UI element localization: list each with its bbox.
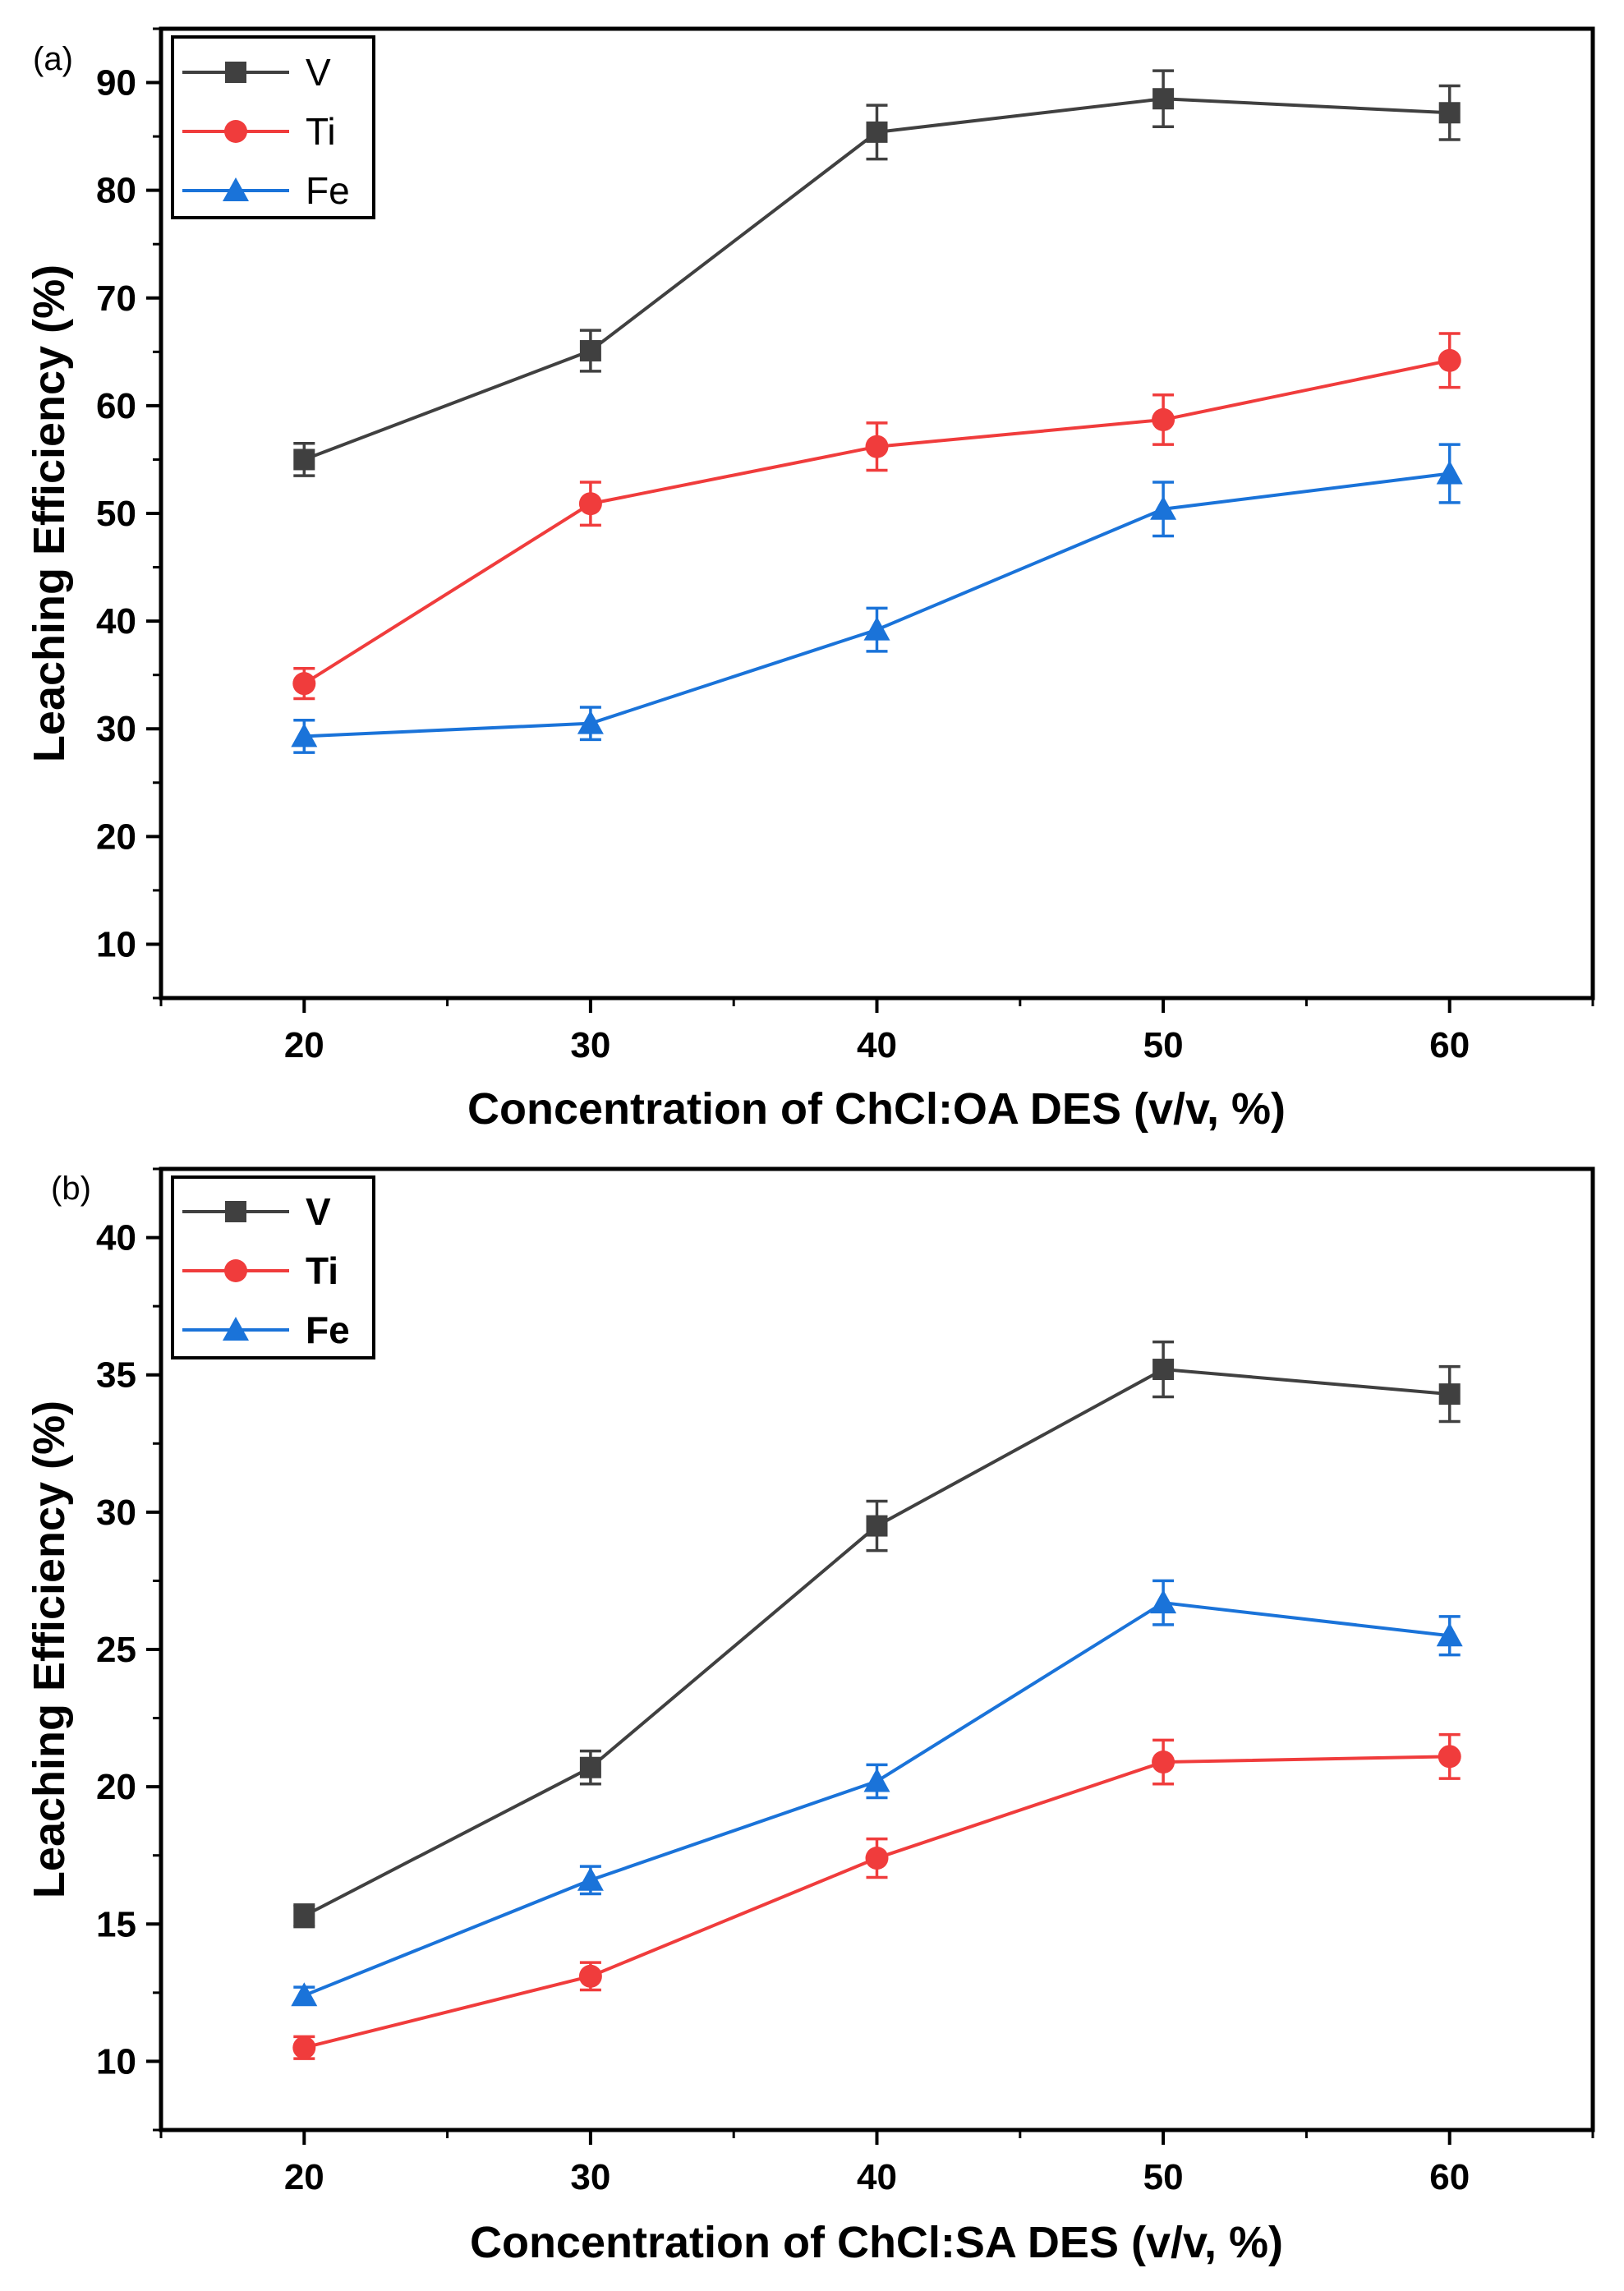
legend-marker-ti xyxy=(224,1259,247,1282)
data-point-v xyxy=(579,1756,601,1778)
legend-label-fe: Fe xyxy=(306,169,350,212)
data-point-fe xyxy=(1150,495,1177,520)
y-tick-label: 40 xyxy=(96,1218,136,1258)
data-point-v xyxy=(579,340,601,362)
legend-box-b xyxy=(171,1175,375,1359)
legend-label-fe: Fe xyxy=(306,1309,350,1351)
data-point-v xyxy=(1438,102,1461,124)
data-point-ti xyxy=(578,492,602,516)
data-point-ti xyxy=(292,672,316,696)
x-tick-label: 60 xyxy=(1429,1025,1470,1065)
panel-b: 20 30 40 50 60 10 15 20 25 30 35 40 (b) Leaching Ef… xyxy=(25,1166,1595,2267)
x-tick-label: 20 xyxy=(284,1025,324,1065)
x-tick-label: 50 xyxy=(1143,1025,1184,1065)
legend-marker-fe xyxy=(223,177,249,201)
y-tick-label: 20 xyxy=(96,1767,136,1807)
data-point-v xyxy=(1438,1383,1461,1405)
x-axis-title-a: Concentration of ChCl:OA DES (v/v, %) xyxy=(467,1084,1286,1134)
y-tick-label: 25 xyxy=(96,1630,136,1670)
x-tick-label: 60 xyxy=(1429,2157,1470,2197)
y-tick-label: 60 xyxy=(96,386,136,426)
legend-marker-fe xyxy=(223,1317,249,1341)
panel-label-a: (a) xyxy=(33,41,73,77)
y-tick-label: 80 xyxy=(96,171,136,211)
panel-label-b: (b) xyxy=(51,1171,91,1207)
y-tick-label: 70 xyxy=(96,278,136,319)
data-point-ti xyxy=(1152,1750,1175,1774)
x-tick-label: 50 xyxy=(1143,2157,1184,2197)
data-point-fe xyxy=(1436,460,1463,485)
data-point-fe xyxy=(577,710,604,734)
data-point-v xyxy=(866,121,888,143)
series-a xyxy=(291,69,1463,754)
data-point-ti xyxy=(1152,407,1175,431)
legend-label-ti: Ti xyxy=(306,1249,338,1292)
legend-label-v: V xyxy=(306,51,331,94)
legend-marker-ti xyxy=(224,120,247,143)
y-axis-title-a: Leaching Efficiency (%) xyxy=(25,265,74,762)
data-point-ti xyxy=(1438,1745,1461,1769)
series-b xyxy=(291,1340,1463,2060)
data-point-fe xyxy=(1150,1589,1177,1614)
data-point-v xyxy=(293,1905,315,1927)
y-tick-label: 10 xyxy=(96,2041,136,2082)
y-tick-label: 50 xyxy=(96,494,136,534)
legend-a: V Ti Fe xyxy=(171,35,375,219)
y-tick-label: 30 xyxy=(96,709,136,749)
data-point-fe xyxy=(291,1982,318,2007)
x-tick-label: 40 xyxy=(857,2157,897,2197)
y-axis-title-b: Leaching Efficiency (%) xyxy=(25,1401,74,1898)
data-point-v xyxy=(866,1515,888,1537)
y-tick-label: 15 xyxy=(96,1904,136,1944)
y-tick-label: 30 xyxy=(96,1493,136,1533)
data-point-v xyxy=(293,449,315,471)
axes-b: 20 30 40 50 60 10 15 20 25 30 35 40 xyxy=(96,1167,1594,2197)
legend-label-v: V xyxy=(306,1190,331,1233)
legend-label-ti: Ti xyxy=(306,110,336,153)
y-tick-label: 35 xyxy=(96,1355,136,1396)
legend-marker-v xyxy=(225,1201,246,1222)
y-tick-label: 10 xyxy=(96,924,136,964)
data-point-fe xyxy=(291,723,318,748)
data-point-fe xyxy=(1436,1622,1463,1647)
panel-a: 20 30 40 50 60 10 20 30 40 50 60 70 80 90 (a) Leachin… xyxy=(25,26,1595,1134)
axes-a: 20 30 40 50 60 10 20 30 40 50 60 70 80 90 xyxy=(96,27,1594,1065)
x-tick-label: 20 xyxy=(284,2157,324,2197)
y-tick-label: 90 xyxy=(96,63,136,104)
data-point-fe xyxy=(863,1768,890,1792)
data-point-ti xyxy=(578,1964,602,1988)
legend-marker-v xyxy=(225,62,246,83)
legend-b: V Ti Fe xyxy=(171,1175,375,1359)
x-axis-title-b: Concentration of ChCl:SA DES (v/v, %) xyxy=(470,2218,1283,2267)
data-point-fe xyxy=(577,1866,604,1891)
data-point-ti xyxy=(865,435,889,458)
y-tick-label: 20 xyxy=(96,817,136,857)
data-point-v xyxy=(1152,1359,1175,1381)
x-tick-label: 30 xyxy=(570,2157,610,2197)
data-point-v xyxy=(1152,88,1175,110)
x-tick-label: 30 xyxy=(570,1025,610,1065)
x-tick-label: 40 xyxy=(857,1025,897,1065)
legend-box-a xyxy=(171,35,375,219)
data-point-ti xyxy=(292,2036,316,2059)
data-point-ti xyxy=(1438,348,1461,372)
y-tick-label: 40 xyxy=(96,601,136,642)
data-point-ti xyxy=(865,1847,889,1870)
data-point-fe xyxy=(863,616,890,641)
